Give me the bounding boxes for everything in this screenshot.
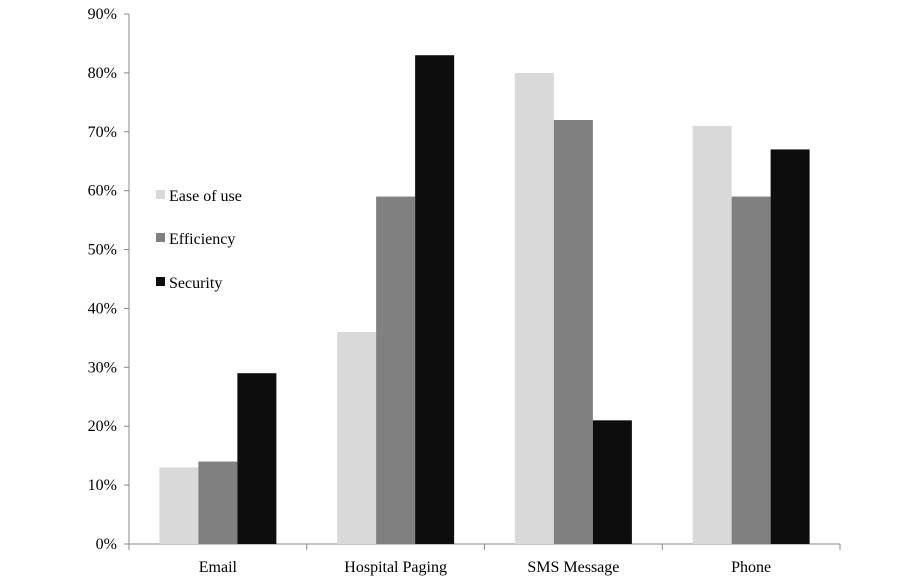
bar-ease-of-use-email [159, 467, 199, 544]
x-tick-label: SMS Message [527, 559, 619, 576]
bar-efficiency-hospital-paging [376, 196, 416, 545]
y-tick-label: 50% [88, 242, 117, 259]
bar-efficiency-phone [731, 196, 771, 545]
y-tick-label: 80% [88, 65, 117, 82]
bar-ease-of-use-sms-message [514, 72, 554, 544]
axes: 0% 10% 20% 30% 40% 50% 60% 70% 80% 90% Email Hospit… [88, 6, 841, 576]
legend: Ease of use Efficiency Security [156, 188, 242, 292]
y-tick-label: 70% [88, 124, 117, 141]
y-tick-label: 90% [88, 6, 117, 23]
legend-swatch [156, 277, 165, 286]
bar-ease-of-use-phone [692, 125, 732, 544]
bar-security-email [237, 373, 277, 544]
bars [159, 55, 810, 545]
y-tick-label: 40% [88, 300, 117, 317]
legend-label: Security [169, 275, 222, 292]
x-tick-label: Phone [731, 559, 771, 576]
bar-security-phone [770, 149, 810, 544]
x-tick-label: Hospital Paging [344, 559, 447, 576]
legend-label: Ease of use [169, 188, 242, 205]
y-tick-label: 30% [88, 359, 117, 376]
bar-ease-of-use-hospital-paging [337, 332, 377, 544]
legend-swatch [156, 233, 165, 242]
bar-efficiency-email [198, 461, 238, 544]
legend-label: Efficiency [169, 231, 235, 248]
x-tick-label: Email [199, 559, 238, 576]
legend-swatch [156, 190, 165, 199]
bar-security-sms-message [592, 420, 632, 544]
y-tick-label: 20% [88, 418, 117, 435]
y-tick-label: 10% [88, 477, 117, 494]
y-tick-label: 0% [96, 536, 117, 553]
bar-security-hospital-paging [415, 55, 455, 544]
bar-efficiency-sms-message [553, 120, 593, 544]
y-tick-label: 60% [88, 183, 117, 200]
